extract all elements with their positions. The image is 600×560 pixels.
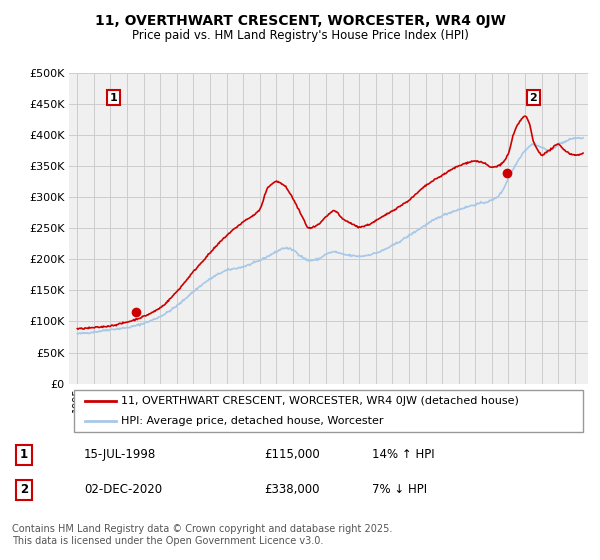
Text: 7% ↓ HPI: 7% ↓ HPI — [372, 483, 427, 496]
Text: £115,000: £115,000 — [264, 448, 320, 461]
Text: £338,000: £338,000 — [264, 483, 320, 496]
Text: 15-JUL-1998: 15-JUL-1998 — [84, 448, 156, 461]
Text: 1: 1 — [20, 448, 28, 461]
Text: Contains HM Land Registry data © Crown copyright and database right 2025.
This d: Contains HM Land Registry data © Crown c… — [12, 524, 392, 546]
Text: 14% ↑ HPI: 14% ↑ HPI — [372, 448, 434, 461]
Text: 11, OVERTHWART CRESCENT, WORCESTER, WR4 0JW: 11, OVERTHWART CRESCENT, WORCESTER, WR4 … — [95, 14, 505, 28]
Text: Price paid vs. HM Land Registry's House Price Index (HPI): Price paid vs. HM Land Registry's House … — [131, 29, 469, 42]
Text: HPI: Average price, detached house, Worcester: HPI: Average price, detached house, Worc… — [121, 416, 383, 426]
Text: 11, OVERTHWART CRESCENT, WORCESTER, WR4 0JW (detached house): 11, OVERTHWART CRESCENT, WORCESTER, WR4 … — [121, 396, 519, 406]
Text: 2: 2 — [20, 483, 28, 496]
Text: 02-DEC-2020: 02-DEC-2020 — [84, 483, 162, 496]
Text: 2: 2 — [529, 92, 537, 102]
Text: 1: 1 — [110, 92, 118, 102]
FancyBboxPatch shape — [74, 390, 583, 432]
